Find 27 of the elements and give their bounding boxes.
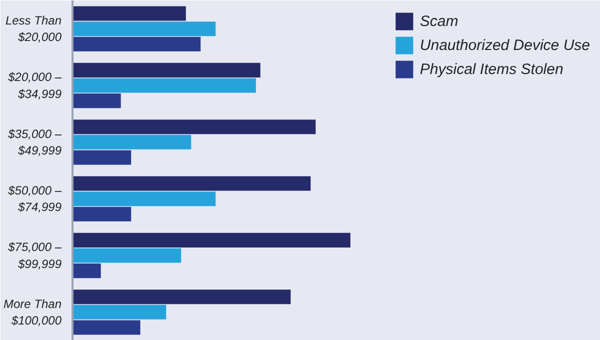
- bar: [72, 134, 192, 150]
- bar: [72, 176, 311, 191]
- y-tick-label: $20,000 – $34,999: [7, 70, 62, 101]
- bar: [72, 150, 132, 165]
- bar: [72, 206, 132, 222]
- y-tick-label: $35,000 – $49,999: [7, 126, 62, 158]
- legend-label: Unauthorized Device Use: [420, 36, 590, 54]
- bar: [72, 232, 350, 248]
- y-tick-label: $75,000 – $99,999: [7, 240, 62, 271]
- y-tick-label: Less Than $20,000: [5, 13, 62, 44]
- bar: [72, 290, 291, 304]
- bar: [72, 120, 316, 134]
- bar: [72, 94, 121, 108]
- y-tick-label: $50,000 – $74,999: [7, 183, 62, 214]
- bar: [72, 36, 201, 52]
- bar: [72, 78, 256, 93]
- bar: [72, 192, 216, 206]
- legend-label: Scam: [420, 12, 458, 30]
- legend-label: Physical Items Stolen: [420, 60, 564, 78]
- bar: [72, 22, 216, 36]
- bar: [72, 248, 182, 263]
- bar: [72, 304, 166, 320]
- bar: [72, 264, 101, 278]
- bar: [72, 62, 260, 78]
- bar: [72, 6, 186, 21]
- y-tick-label: More Than $100,000: [3, 296, 62, 328]
- bar: [72, 320, 140, 335]
